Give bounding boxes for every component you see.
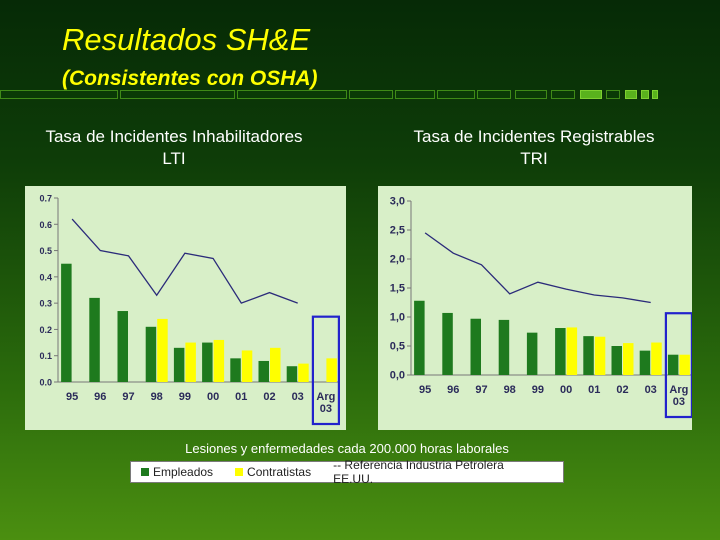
tri-bar-employees [526, 332, 538, 375]
lti-bar-employees [230, 358, 241, 382]
lti-highlight-box [311, 315, 340, 426]
tri-bar-contractors [566, 327, 578, 375]
lti-bar-employees [173, 347, 185, 382]
tri-y-tick-label: 2,0 [390, 254, 405, 266]
tri-bar-contractors [623, 343, 634, 375]
lti-y-tick-label: 0.1 [39, 351, 52, 361]
legend-label-reference: -- Referencia Industria Petrolera EE.UU. [333, 458, 504, 486]
tri-x-tick-label: 03 [645, 384, 657, 396]
lti-x-tick-label: 02 [263, 391, 275, 403]
tri-bar-employees [667, 354, 679, 375]
tri-y-tick-label: 0,5 [390, 341, 405, 353]
tri-bar-employees [442, 312, 453, 375]
page-title: Resultados SH&E [62, 22, 311, 57]
lti-chart-title: Tasa de Incidentes Inhabilitadores [45, 127, 303, 146]
lti-y-tick-label: 0.4 [39, 272, 52, 282]
tri-y-tick-label: 2,5 [390, 225, 405, 237]
tri-y-tick-label: 1,0 [390, 312, 405, 324]
tri-x-tick-label: 96 [447, 384, 459, 396]
tri-y-tick-label: 1,5 [390, 283, 405, 295]
tri-chart-title-abbr: TRI [520, 149, 548, 168]
lti-x-tick-label: 01 [235, 391, 247, 403]
tri-bar-employees [611, 346, 622, 375]
legend-label-employees: Empleados [153, 465, 214, 479]
tri-highlight-box [664, 312, 692, 419]
tri-x-tick-label: 02 [616, 384, 628, 396]
lti-y-tick-label: 0.0 [39, 378, 52, 388]
legend-swatch-employees [141, 468, 149, 476]
lti-reference-line [71, 218, 298, 304]
legend-label-contractors: Contratistas [247, 465, 312, 479]
lti-x-tick-label: 00 [207, 391, 219, 403]
tri-bar-employees [470, 318, 481, 375]
lti-bar-employees [286, 366, 298, 382]
lti-x-tick-label: 97 [122, 391, 134, 403]
tri-bar-employees [498, 319, 510, 375]
lti-x-tick-label: Arg [316, 391, 335, 403]
tri-bar-contractors [651, 342, 662, 375]
tri-x-tick-label: 98 [504, 384, 516, 396]
tri-x-tick-label: 03 [673, 396, 685, 408]
lti-y-tick-label: 0.7 [39, 194, 52, 204]
lti-x-tick-label: 03 [292, 391, 304, 403]
tri-bar-contractors [679, 354, 690, 375]
tri-x-tick-label: 00 [560, 384, 572, 396]
lti-chart-heading: Tasa de Incidentes Inhabilitadores LTI [4, 126, 344, 170]
tri-x-tick-label: Arg [669, 384, 688, 396]
tri-chart-heading: Tasa de Incidentes Registrables TRI [364, 126, 704, 170]
decorative-stripe [0, 90, 720, 102]
legend-swatch-contractors [235, 468, 244, 476]
lti-bar-contractors [241, 350, 253, 382]
lti-chart-panel: 0.0 0.1 0.2 0.3 0.4 0.5 0.6 0.7 95 96 97 98 99 00 01 02… [25, 186, 346, 430]
lti-bar-contractors [298, 363, 309, 382]
tri-reference-line [424, 232, 651, 304]
tri-x-tick-label: 97 [475, 384, 487, 396]
lti-bar-contractors [185, 342, 196, 382]
page-subtitle: (Consistentes con OSHA) [62, 67, 318, 90]
lti-bar-contractors [157, 318, 168, 382]
lti-chart-title-abbr: LTI [162, 149, 186, 168]
lti-x-tick-label: 96 [94, 391, 106, 403]
lti-x-tick-label: 98 [151, 391, 163, 403]
lti-y-tick-label: 0.6 [39, 220, 52, 230]
tri-bar-employees [583, 336, 594, 375]
lti-chart: 0.0 0.1 0.2 0.3 0.4 0.5 0.6 0.7 95 96 97 98 99 00 01 02… [39, 194, 340, 426]
tri-chart: 0,00,51,01,52,02,53,095 96 97 98 99 00 01 02 03 A… [390, 196, 692, 419]
lti-bar-employees [202, 342, 213, 382]
lti-bar-employees [117, 311, 128, 382]
tri-bar-employees [414, 300, 425, 375]
legend-item-reference: -- Referencia Industria Petrolera EE.UU. [333, 458, 541, 486]
tri-bar-employees [639, 350, 651, 375]
lti-bar-employees [258, 360, 269, 382]
lti-x-tick-label: 03 [320, 403, 332, 415]
lti-bar-employees [61, 263, 72, 382]
chart-legend: Empleados Contratistas -- Referencia Ind… [130, 458, 564, 486]
tri-x-tick-label: 95 [419, 384, 431, 396]
tri-bar-contractors [594, 336, 606, 375]
tri-x-tick-label: 99 [532, 384, 544, 396]
tri-bar-employees [555, 328, 566, 375]
lti-bar-contractors [326, 358, 337, 382]
lti-x-tick-label: 99 [179, 391, 191, 403]
lti-y-tick-label: 0.3 [39, 299, 52, 309]
chart-footnote: Lesiones y enfermedades cada 200.000 hor… [185, 441, 509, 456]
legend-item-employees: Empleados [141, 465, 213, 479]
legend-item-contractors: Contratistas [235, 465, 311, 479]
tri-x-tick-label: 01 [588, 384, 600, 396]
lti-bar-contractors [213, 339, 225, 382]
tri-y-tick-label: 0,0 [390, 370, 405, 382]
lti-bar-contractors [270, 347, 281, 382]
tri-chart-title: Tasa de Incidentes Registrables [413, 127, 655, 146]
lti-x-tick-label: 95 [66, 391, 78, 403]
lti-y-tick-label: 0.2 [39, 325, 52, 335]
tri-y-tick-label: 3,0 [390, 196, 405, 208]
lti-bar-employees [145, 326, 157, 382]
tri-chart-panel: 0,0 0,5 1,0 1,5 2,0 2,5 3,0 95 96 97 98 99 00 01 02 03 A… [378, 186, 692, 430]
lti-bar-employees [89, 297, 100, 382]
lti-y-tick-label: 0.5 [39, 246, 52, 256]
